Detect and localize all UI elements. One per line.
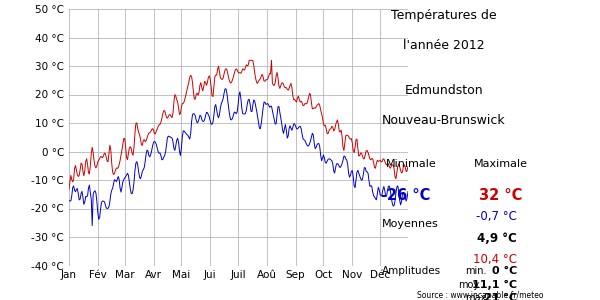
Text: moy.: moy. xyxy=(458,280,481,290)
Text: Maximale: Maximale xyxy=(474,159,528,169)
Text: l'année 2012: l'année 2012 xyxy=(403,39,485,52)
Text: Amplitudes: Amplitudes xyxy=(382,266,442,275)
Text: Minimale: Minimale xyxy=(386,159,436,169)
Text: max.: max. xyxy=(465,293,489,300)
Text: Températures de: Températures de xyxy=(391,9,497,22)
Text: 4,9 °C: 4,9 °C xyxy=(478,232,517,245)
Text: Edmundston: Edmundston xyxy=(404,84,484,97)
Text: 11,1 °C: 11,1 °C xyxy=(472,280,517,290)
Text: 21 °C: 21 °C xyxy=(484,293,517,300)
Text: Nouveau-Brunswick: Nouveau-Brunswick xyxy=(382,114,506,127)
Text: Source : www.incapable.fr/meteo: Source : www.incapable.fr/meteo xyxy=(417,291,544,300)
Text: 10,4 °C: 10,4 °C xyxy=(473,254,517,266)
Text: -26 °C: -26 °C xyxy=(381,188,430,202)
Text: -0,7 °C: -0,7 °C xyxy=(476,210,517,223)
Text: 32 °C: 32 °C xyxy=(479,188,523,202)
Text: Moyennes: Moyennes xyxy=(382,219,439,229)
Text: min.: min. xyxy=(465,266,487,275)
Text: 0 °C: 0 °C xyxy=(492,266,517,275)
